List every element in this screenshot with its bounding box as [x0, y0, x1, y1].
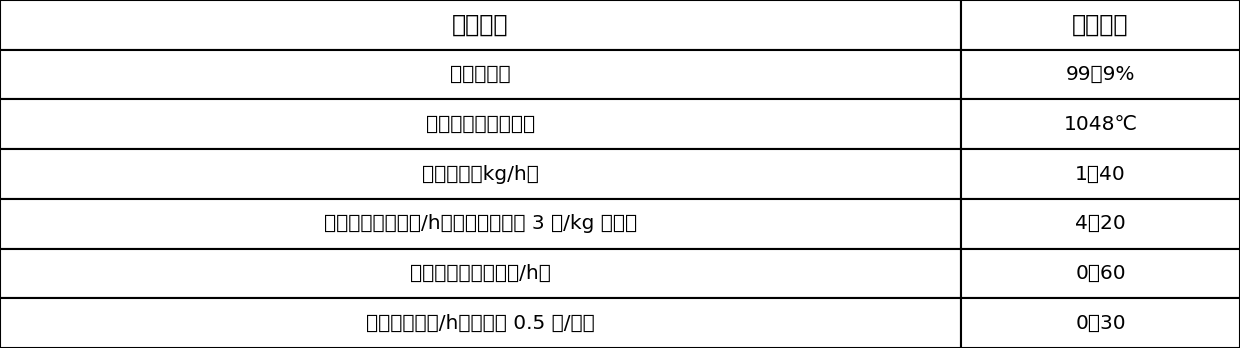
Bar — [0, 100, 961, 149]
Text: 甲醇转化率: 甲醇转化率 — [450, 65, 511, 84]
Text: 0．30: 0．30 — [1075, 314, 1126, 333]
Text: 1．40: 1．40 — [1075, 165, 1126, 183]
Text: 1048℃: 1048℃ — [1064, 115, 1137, 134]
Bar — [0, 248, 961, 298]
Text: 4．20: 4．20 — [1075, 214, 1126, 233]
Bar — [0, 0, 961, 50]
Bar — [961, 248, 1240, 298]
Bar — [0, 50, 961, 100]
Bar — [0, 298, 961, 348]
Text: 燃烧炉达到平均温度: 燃烧炉达到平均温度 — [425, 115, 536, 134]
Bar — [0, 199, 961, 248]
Bar — [0, 149, 961, 199]
Text: 测试结果: 测试结果 — [1073, 13, 1128, 37]
Text: 99．9%: 99．9% — [1065, 65, 1136, 84]
Bar — [961, 199, 1240, 248]
Bar — [961, 0, 1240, 50]
Bar — [961, 149, 1240, 199]
Text: 甲醇燃烧炉耗电（度/h）: 甲醇燃烧炉耗电（度/h） — [410, 264, 551, 283]
Text: 甲醇耗量（kg/h）: 甲醇耗量（kg/h） — [422, 165, 539, 183]
Text: 甲醇运行成本（元/h）（甲醇单价按 3 元/kg 计算）: 甲醇运行成本（元/h）（甲醇单价按 3 元/kg 计算） — [324, 214, 637, 233]
Text: 0．60: 0．60 — [1075, 264, 1126, 283]
Text: 耗电成本（元/h）（电价 0.5 元/度）: 耗电成本（元/h）（电价 0.5 元/度） — [366, 314, 595, 333]
Text: 测试指标: 测试指标 — [453, 13, 508, 37]
Bar — [961, 100, 1240, 149]
Bar — [961, 298, 1240, 348]
Bar — [961, 50, 1240, 100]
